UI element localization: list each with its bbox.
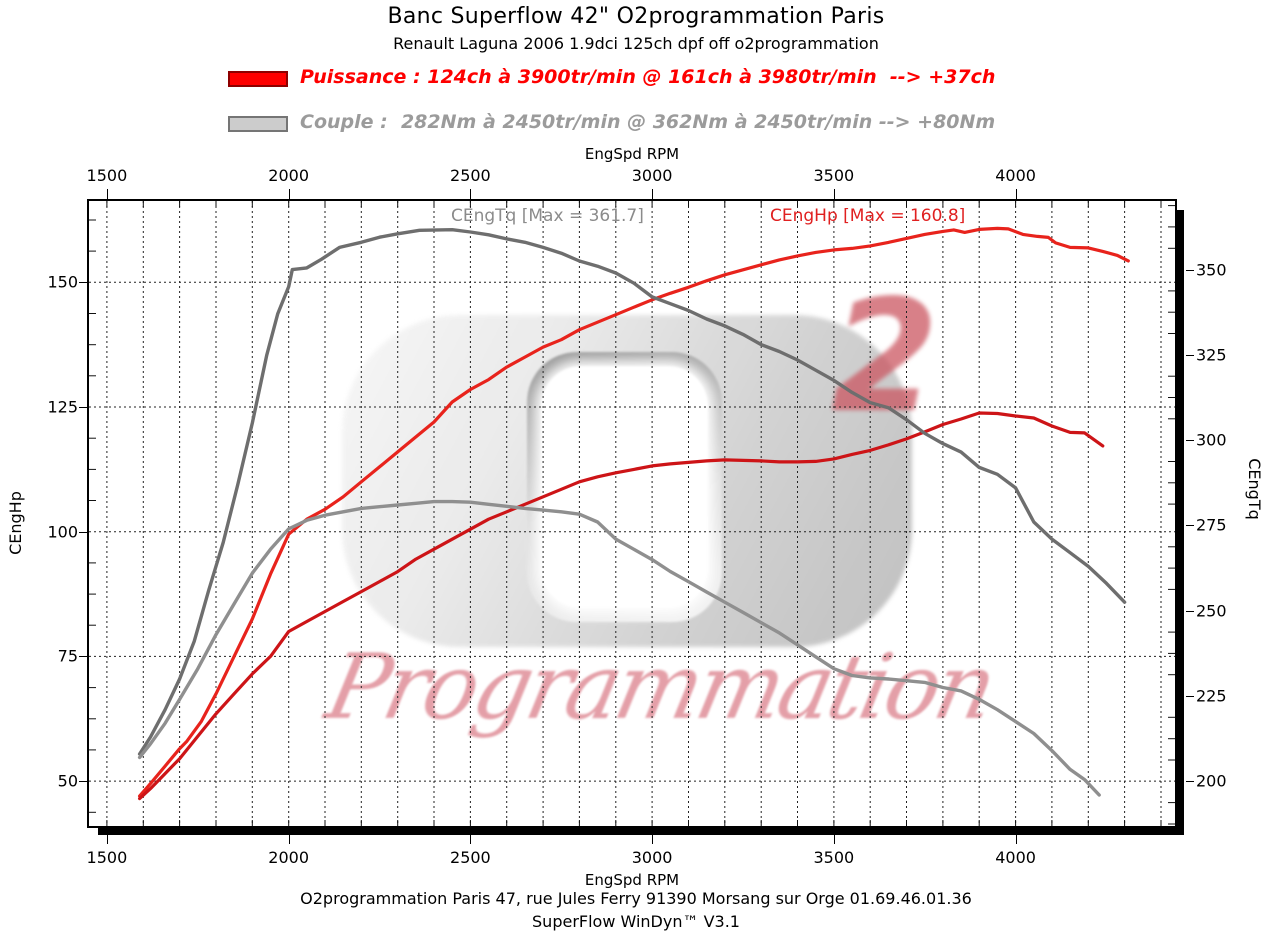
x-tick-label: 4000 [995,848,1036,867]
page-subtitle: Renault Laguna 2006 1.9dci 125ch dpf off… [393,34,879,53]
y-tick-mark [1186,696,1194,698]
y-tick-mark [1186,610,1194,612]
x-tick-label: 3500 [813,848,855,867]
torque-legend-swatch [228,116,288,132]
y-left-tick-label: 150 [47,272,78,292]
x-tick-label: 2000 [268,848,309,867]
y-right-tick-label: 325 [1196,345,1227,365]
y-right-tick-label: 350 [1196,260,1227,280]
y-axis-label-left: CEngHp [6,491,25,555]
x-tick-label: 1500 [86,848,128,867]
x-tick-mark [106,830,108,844]
x-tick-mark [470,830,472,844]
x-tick-mark [1015,189,1017,199]
y-tick-mark [79,282,87,284]
x-axis-label-bottom: EngSpd RPM [584,871,680,889]
y-right-tick-label: 250 [1196,601,1227,621]
y-axis-label-right: CEngTq [1245,458,1264,520]
x-tick-label: 3500 [813,166,855,185]
torque-legend-label: Couple : 282Nm à 2450tr/min @ 362Nm à 24… [300,111,996,133]
power-max-annotation: CEngHp [Max = 160.8] [770,206,966,226]
dyno-curves-canvas [89,201,1175,826]
x-tick-mark [106,189,108,199]
y-left-tick-label: 50 [57,771,78,791]
x-tick-mark [833,189,835,199]
x-tick-label: 1500 [86,166,128,185]
y-tick-mark [79,407,87,408]
x-tick-mark [833,830,835,844]
y-right-tick-label: 300 [1196,430,1227,450]
y-left-tick-label: 75 [57,646,78,666]
plot-area: 2 Programmation CEngTq [Max = 361.7] CEn… [87,199,1177,828]
power-legend-swatch [228,71,288,87]
x-tick-mark [470,189,472,199]
x-tick-mark [652,830,654,844]
y-right-tick-label: 200 [1196,771,1227,791]
footer-address: O2programmation Paris 47, rue Jules Ferr… [300,889,972,908]
y-right-tick-label: 225 [1196,686,1227,706]
x-tick-label: 2500 [450,166,491,185]
y-tick-mark [79,531,87,533]
footer-software: SuperFlow WinDyn™ V3.1 [532,912,740,931]
power-legend-label: Puissance : 124ch à 3900tr/min @ 161ch à… [300,66,996,88]
y-tick-mark [1186,440,1194,442]
x-tick-label: 2000 [268,166,309,185]
y-tick-mark [1186,354,1194,356]
y-tick-mark [1186,525,1194,527]
x-tick-mark [652,189,654,199]
page-title: Banc Superflow 42" O2programmation Paris [387,4,885,29]
x-tick-label: 2500 [450,848,491,867]
x-tick-mark [288,830,290,844]
x-tick-label: 3000 [631,166,673,185]
x-tick-label: 4000 [995,166,1036,185]
y-right-tick-label: 275 [1196,515,1227,535]
y-tick-mark [1186,781,1194,783]
x-axis-label-top: EngSpd RPM [584,145,680,163]
x-tick-label: 3000 [631,848,673,867]
x-tick-mark [288,189,290,199]
x-tick-mark [1015,830,1017,844]
y-tick-mark [1186,269,1194,271]
y-left-tick-label: 125 [47,397,78,417]
y-tick-mark [79,656,87,658]
torque-max-annotation: CEngTq [Max = 361.7] [451,206,644,226]
y-tick-mark [79,781,87,783]
y-left-tick-label: 100 [47,522,78,542]
